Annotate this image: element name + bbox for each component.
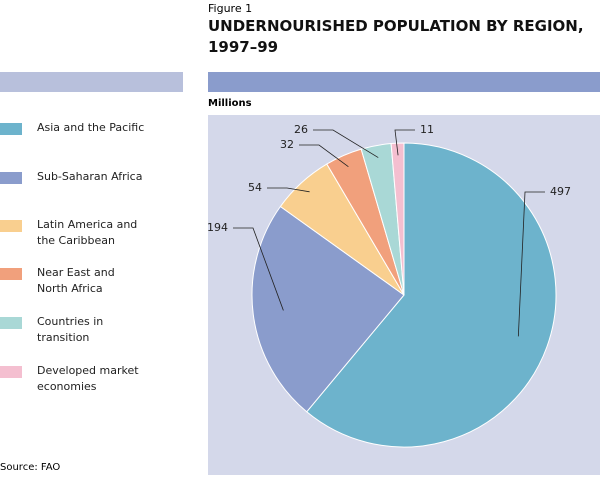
pie-slice bbox=[305, 142, 557, 448]
legend-label: Latin America and the Caribbean bbox=[37, 218, 138, 247]
unit-label: Millions bbox=[208, 98, 252, 109]
legend-swatch bbox=[0, 123, 22, 135]
legend-swatch bbox=[0, 220, 22, 232]
leader-line bbox=[299, 144, 349, 168]
figure-label: Figure 1 bbox=[208, 2, 253, 15]
legend-swatch bbox=[0, 366, 22, 378]
legend-label: Countries in transition bbox=[37, 315, 104, 344]
legend-swatch bbox=[0, 317, 22, 329]
legend-swatch bbox=[0, 268, 22, 280]
legend-label: Near East and North Africa bbox=[37, 266, 115, 295]
legend-label: Developed market economies bbox=[37, 364, 139, 393]
leader-line bbox=[394, 129, 415, 156]
data-label: 32 bbox=[280, 138, 294, 151]
chart-title: UNDERNOURISHED POPULATION BY REGION, 199… bbox=[208, 17, 584, 56]
data-label: 26 bbox=[294, 123, 308, 136]
pie-slice bbox=[390, 142, 405, 296]
chart-header-bar bbox=[208, 72, 600, 92]
legend-label: Sub-Saharan Africa bbox=[37, 170, 143, 183]
leader-line bbox=[267, 187, 310, 193]
data-label: 54 bbox=[248, 181, 262, 194]
source: Source: FAO bbox=[0, 462, 61, 473]
legend-label: Asia and the Pacific bbox=[37, 121, 145, 134]
legend-header-bar bbox=[0, 72, 183, 92]
pie-slice bbox=[251, 205, 405, 413]
leader-line bbox=[313, 129, 379, 158]
leader-line bbox=[233, 227, 284, 311]
data-label: 194 bbox=[207, 221, 228, 234]
data-label: 11 bbox=[420, 123, 434, 136]
leader-line bbox=[517, 191, 545, 337]
legend-swatch bbox=[0, 172, 22, 184]
data-label: 497 bbox=[550, 185, 571, 198]
